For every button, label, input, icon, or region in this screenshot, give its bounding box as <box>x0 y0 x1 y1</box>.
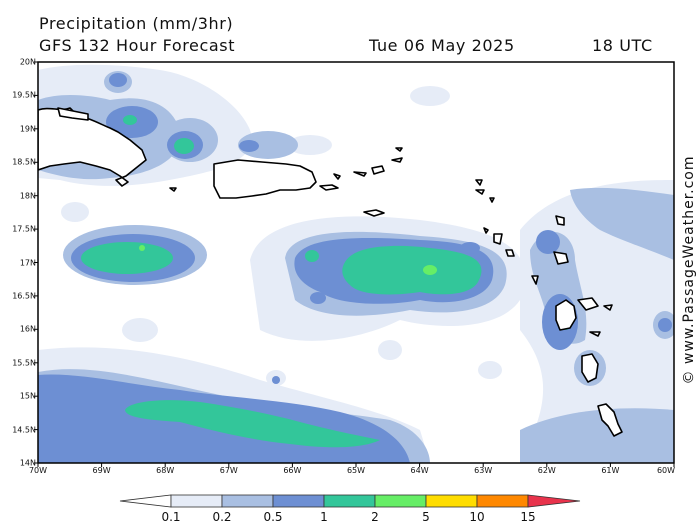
lat-label: 16.5N <box>12 291 36 301</box>
lat-label: 19.5N <box>12 90 36 100</box>
lon-label: 68W <box>156 466 175 475</box>
forecast-model: GFS 132 Hour Forecast <box>39 36 236 55</box>
map-title: Precipitation (mm/3hr) <box>39 14 234 33</box>
lat-label: 14N <box>19 458 36 468</box>
legend-label: 10 <box>469 510 485 524</box>
lon-label: 66W <box>283 466 302 475</box>
lat-label: 14.5N <box>12 425 36 435</box>
lon-label: 67W <box>219 466 238 475</box>
lon-label: 69W <box>92 466 111 475</box>
legend-label: 0.2 <box>212 510 232 524</box>
legend-label: 2 <box>371 510 379 524</box>
legend-label: 0.5 <box>263 510 283 524</box>
forecast-time: 18 UTC <box>592 36 653 55</box>
lon-label: 64W <box>410 466 429 475</box>
legend-label: 0.1 <box>161 510 181 524</box>
lat-label: 17N <box>19 258 36 267</box>
lat-label: 18.5N <box>12 157 36 167</box>
legend-label: 1 <box>320 510 328 524</box>
forecast-date: Tue 06 May 2025 <box>369 36 515 55</box>
lat-label: 15.5N <box>12 358 36 368</box>
legend-label: 5 <box>422 510 430 524</box>
lon-label: 70W <box>28 466 48 475</box>
lon-label: 61W <box>601 466 620 475</box>
lon-label: 65W <box>346 466 366 475</box>
lon-label: 63W <box>474 466 493 475</box>
coastlines <box>38 107 623 437</box>
precip-band-1 <box>70 115 573 448</box>
lat-label: 18N <box>19 191 36 201</box>
lat-label: 20N <box>19 57 36 67</box>
precip-band-2 <box>139 245 437 275</box>
lat-label: 15N <box>19 391 36 401</box>
axis-ticks <box>34 61 675 467</box>
lat-label: 16N <box>19 324 36 334</box>
site-credit: © www.PassageWeather.com <box>681 155 697 385</box>
lon-label: 62W <box>537 466 556 475</box>
lat-label: 19N <box>19 124 36 134</box>
legend-colorbar <box>119 494 581 508</box>
legend-label: 15 <box>520 510 536 524</box>
lon-label: 60W <box>656 466 676 475</box>
lat-label: 17.5N <box>12 224 36 234</box>
